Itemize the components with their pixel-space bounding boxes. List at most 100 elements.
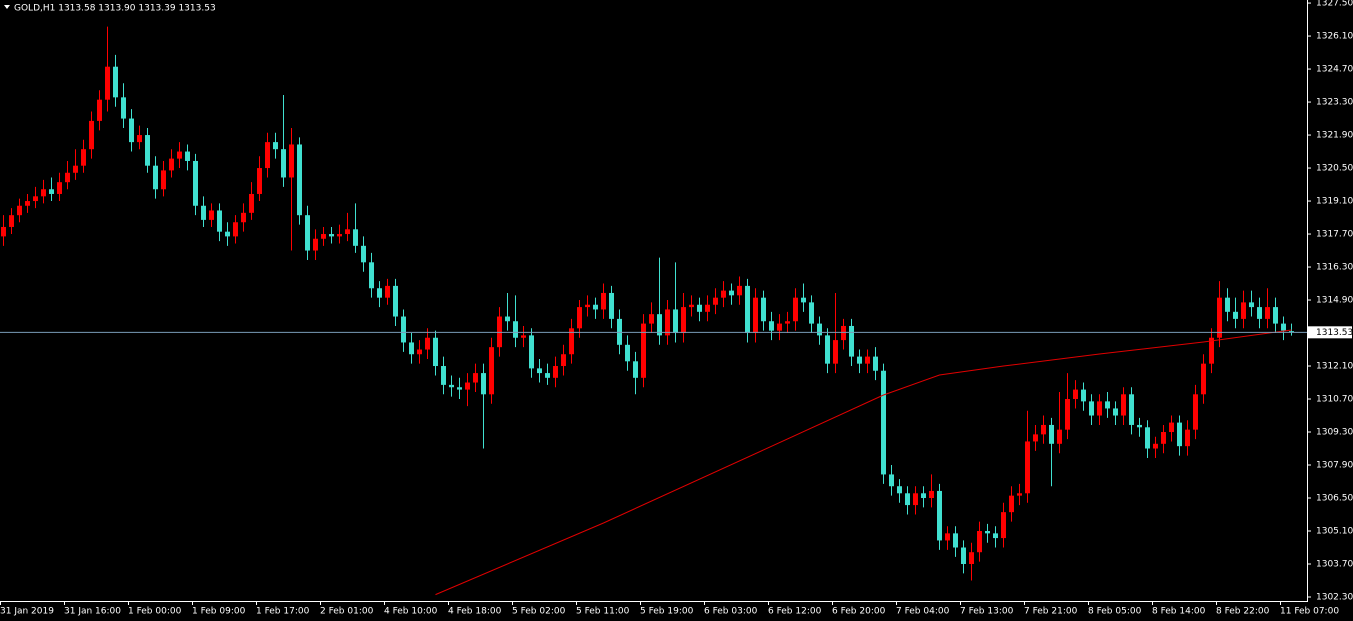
- candle-body: [1249, 302, 1254, 308]
- candle-body: [257, 168, 262, 194]
- candle-body: [329, 234, 334, 237]
- candle-body: [465, 382, 470, 390]
- candle-body: [417, 349, 422, 355]
- candle-body: [321, 234, 326, 239]
- candle-body: [521, 335, 526, 338]
- candle-body: [217, 210, 222, 232]
- candle-body: [665, 309, 670, 336]
- candle-body: [937, 490, 942, 541]
- candle-body: [593, 304, 598, 310]
- candle-body: [305, 215, 310, 251]
- candle-body: [697, 304, 702, 312]
- candle-body: [777, 323, 782, 331]
- x-tick-label: 1 Feb 09:00: [192, 607, 246, 617]
- candle-body: [177, 151, 182, 159]
- candle-body: [769, 321, 774, 331]
- candle-body: [233, 222, 238, 237]
- candle-body: [225, 231, 230, 237]
- candle-body: [857, 356, 862, 364]
- candle-body: [1217, 297, 1222, 338]
- candle-body: [1001, 512, 1006, 539]
- candle-body: [825, 335, 830, 364]
- candle-body: [137, 135, 142, 143]
- candle-body: [1, 226, 6, 237]
- candle-body: [345, 229, 350, 235]
- candle-body: [193, 160, 198, 206]
- candle-body: [353, 229, 358, 246]
- candle-body: [929, 490, 934, 499]
- y-tick-label: 1324.70: [1316, 65, 1353, 75]
- candle-body: [281, 149, 286, 178]
- candle-body: [953, 533, 958, 548]
- candle-body: [457, 387, 462, 390]
- x-tick-label: 31 Jan 16:00: [64, 607, 121, 617]
- candle-body: [889, 474, 894, 487]
- candle-body: [633, 361, 638, 378]
- candle-body: [801, 297, 806, 303]
- candle-body: [873, 356, 878, 371]
- candle-body: [1089, 401, 1094, 416]
- candle-body: [689, 304, 694, 308]
- collapse-icon[interactable]: [4, 5, 10, 9]
- candle-body: [25, 201, 30, 206]
- candle-body: [745, 285, 750, 334]
- candle-body: [17, 205, 22, 216]
- candle-body: [833, 340, 838, 364]
- candle-body: [785, 321, 790, 324]
- candle-body: [1153, 443, 1158, 449]
- x-tick-label: 6 Feb 12:00: [768, 607, 822, 617]
- y-tick-label: 1314.90: [1316, 296, 1353, 306]
- candle-body: [297, 144, 302, 216]
- candle-body: [265, 142, 270, 169]
- candle-body: [1241, 302, 1246, 319]
- candle-body: [729, 290, 734, 296]
- candle-body: [97, 99, 102, 121]
- candle-body: [569, 328, 574, 355]
- candle-body: [1025, 441, 1030, 494]
- candle-body: [737, 285, 742, 296]
- candle-body: [1289, 331, 1294, 333]
- candle-body: [1081, 389, 1086, 402]
- candle-body: [1049, 424, 1054, 444]
- candle-body: [985, 531, 990, 534]
- y-tick-label: 1303.70: [1316, 559, 1353, 569]
- candle-body: [1257, 307, 1262, 319]
- candle-body: [1169, 422, 1174, 433]
- x-tick-label: 4 Feb 18:00: [448, 607, 502, 617]
- x-tick-label: 8 Feb 14:00: [1152, 607, 1206, 617]
- x-tick-label: 5 Feb 02:00: [512, 607, 566, 617]
- candle-body: [313, 238, 318, 251]
- candle-body: [33, 196, 38, 202]
- candle-body: [1209, 337, 1214, 364]
- candle-body: [1073, 389, 1078, 400]
- y-tick-label: 1317.70: [1316, 230, 1353, 240]
- moving-average: [435, 329, 1292, 596]
- candle-body: [433, 337, 438, 367]
- x-tick-label: 7 Feb 21:00: [1024, 607, 1078, 617]
- candle-body: [817, 323, 822, 336]
- candle-body: [1145, 427, 1150, 449]
- candle-body: [1233, 311, 1238, 319]
- candle-body: [505, 316, 510, 322]
- candle-body: [809, 302, 814, 324]
- candle-body: [601, 292, 606, 310]
- price-label-box: [1308, 326, 1352, 339]
- plot-area: [0, 26, 1307, 596]
- candle-body: [9, 215, 14, 227]
- x-tick-label: 7 Feb 04:00: [896, 607, 950, 617]
- y-tick-label: 1326.10: [1316, 32, 1353, 42]
- candle-body: [481, 373, 486, 395]
- candle-body: [401, 316, 406, 343]
- candle-body: [681, 307, 686, 334]
- candle-body: [945, 533, 950, 541]
- candle-body: [425, 337, 430, 350]
- candle-body: [89, 120, 94, 150]
- candle-body: [1121, 394, 1126, 416]
- candle-body: [897, 486, 902, 494]
- candle-body: [145, 135, 150, 166]
- y-tick-label: 1310.70: [1316, 395, 1353, 405]
- candle-body: [289, 144, 294, 178]
- candle-body: [409, 342, 414, 355]
- candle-body: [1273, 307, 1278, 324]
